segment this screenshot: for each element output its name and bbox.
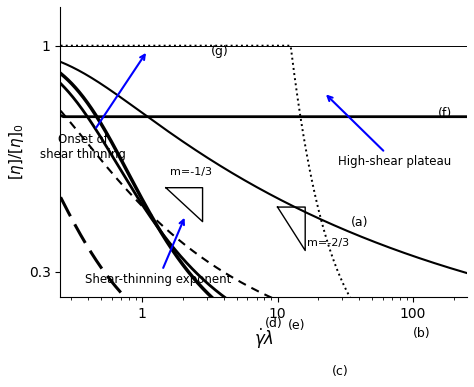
Y-axis label: $[\eta]/[\eta]_0$: $[\eta]/[\eta]_0$ [7,124,26,180]
Text: Onset of
shear thinning: Onset of shear thinning [40,55,145,161]
Text: (f): (f) [438,107,452,120]
Text: (b): (b) [413,327,431,340]
Text: (g): (g) [210,45,228,58]
X-axis label: $\dot{\gamma}\lambda$: $\dot{\gamma}\lambda$ [254,327,273,351]
Text: (e): (e) [288,319,306,332]
Text: (c): (c) [331,365,348,378]
Text: m=-2/3: m=-2/3 [307,238,349,248]
Text: m=-1/3: m=-1/3 [170,167,211,177]
Text: High-shear plateau: High-shear plateau [328,96,451,168]
Text: (d): (d) [264,317,282,330]
Text: Shear-thinning exponent: Shear-thinning exponent [85,220,231,286]
Text: (a): (a) [351,216,369,229]
